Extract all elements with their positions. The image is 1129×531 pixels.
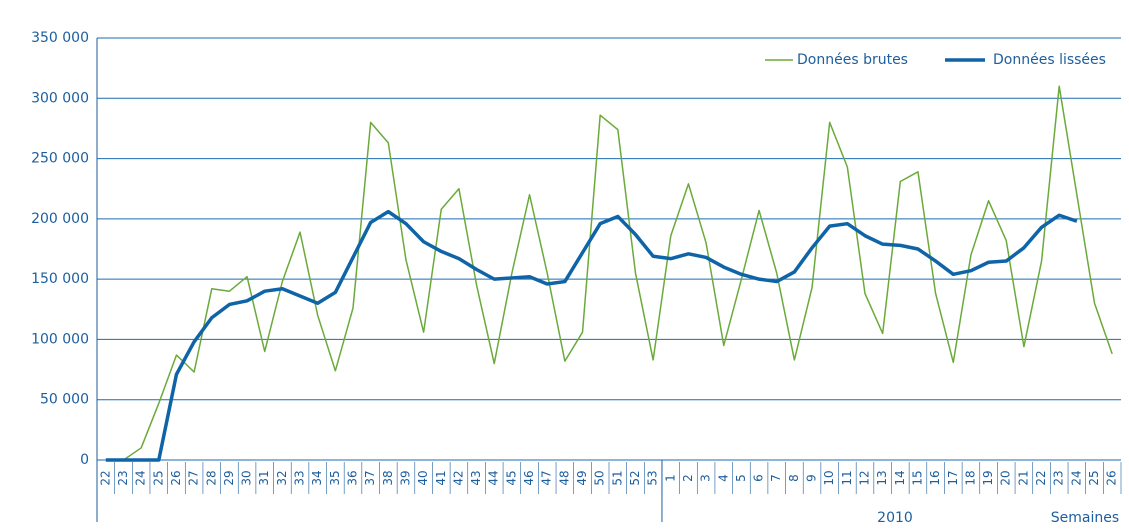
x-tick-label: 35	[328, 470, 342, 485]
x-tick-label: 51	[610, 470, 624, 485]
x-tick-label: 14	[893, 470, 907, 485]
x-tick-label: 48	[557, 470, 571, 485]
legend-label: Données brutes	[797, 52, 908, 68]
x-tick-label: 42	[451, 470, 465, 485]
x-tick-label: 30	[240, 470, 254, 485]
x-tick-label: 28	[204, 470, 218, 485]
x-tick-label: 36	[346, 470, 360, 485]
x-tick-label: 3	[699, 474, 713, 482]
y-tick-label: 350 000	[31, 30, 89, 46]
x-tick-label: 44	[487, 470, 501, 485]
x-tick-label: 37	[363, 470, 377, 485]
x-tick-label: 10	[822, 470, 836, 485]
x-tick-label: 12	[858, 470, 872, 485]
x-axis-label: Semaines	[1051, 510, 1119, 526]
y-tick-label: 100 000	[31, 331, 89, 347]
x-tick-label: 17	[946, 470, 960, 485]
x-tick-label: 43	[469, 470, 483, 485]
x-tick-label: 23	[116, 470, 130, 485]
x-tick-label: 50	[593, 470, 607, 485]
x-tick-label: 13	[875, 470, 889, 485]
x-tick-label: 49	[575, 470, 589, 485]
x-tick-label: 16	[928, 470, 942, 485]
x-tick-label: 39	[398, 470, 412, 485]
x-tick-label: 31	[257, 470, 271, 485]
line-series	[105, 85, 1113, 461]
x-tick-label: 7	[769, 474, 783, 482]
x-tick-label: 18	[963, 470, 977, 485]
x-tick-label: 47	[540, 470, 554, 485]
x-tick-label: 24	[1069, 470, 1083, 485]
x-tick-label: 53	[646, 470, 660, 485]
y-tick-label: 0	[80, 452, 89, 468]
x-tick-label: 25	[151, 470, 165, 485]
x-tick-label: 26	[169, 470, 183, 485]
x-tick-label: 27	[187, 470, 201, 485]
x-tick-label: 2	[681, 474, 695, 482]
x-tick-label: 41	[434, 470, 448, 485]
x-tick-label: 26	[1105, 470, 1119, 485]
x-tick-label: 4	[716, 474, 730, 482]
y-tick-label: 300 000	[31, 90, 89, 106]
x-tick-label: 40	[416, 470, 430, 485]
y-tick-label: 200 000	[31, 211, 89, 227]
x-tick-label: 52	[628, 470, 642, 485]
x-tick-label: 6	[752, 474, 766, 482]
x-tick-label: 15	[910, 470, 924, 485]
x-tick-label: 11	[840, 470, 854, 485]
x-tick-label: 8	[787, 474, 801, 482]
x-tick-label: 46	[522, 470, 536, 485]
line-series	[105, 209, 1078, 462]
x-tick-label: 45	[504, 470, 518, 485]
x-tick-label: 21	[1016, 470, 1030, 485]
x-tick-label: 38	[381, 470, 395, 485]
x-tick-label: 25	[1087, 470, 1101, 485]
x-tick-label: 22	[98, 470, 112, 485]
x-tick-label: 34	[310, 470, 324, 485]
x-tick-label: 24	[134, 470, 148, 485]
y-tick-label: 250 000	[31, 151, 89, 167]
x-tick-label: 5	[734, 474, 748, 482]
x-tick-label: 19	[981, 470, 995, 485]
x-tick-label: 29	[222, 470, 236, 485]
y-tick-label: 150 000	[31, 271, 89, 287]
x-tick-label: 20	[999, 470, 1013, 485]
x-tick-label: 1	[663, 474, 677, 482]
year-label: 2010	[877, 510, 913, 526]
x-tick-label: 22	[1034, 470, 1048, 485]
x-tick-label: 9	[805, 474, 819, 482]
x-tick-label: 23	[1052, 470, 1066, 485]
x-tick-label: 33	[293, 470, 307, 485]
legend-label: Données lissées	[993, 52, 1106, 68]
y-tick-label: 50 000	[40, 392, 89, 408]
x-tick-label: 32	[275, 470, 289, 485]
